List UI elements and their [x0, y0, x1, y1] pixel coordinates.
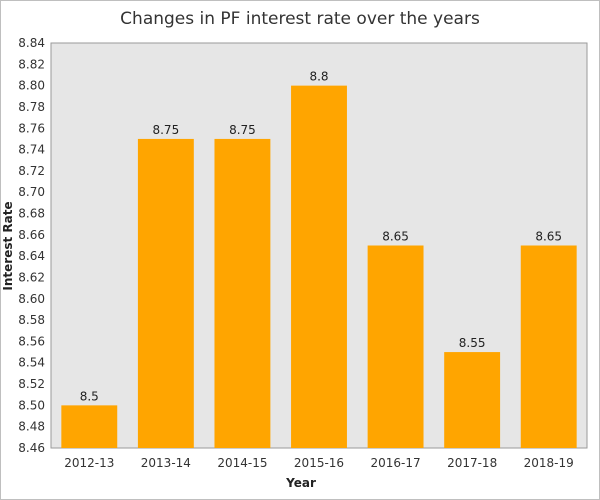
y-tick-label: 8.60 — [18, 292, 45, 306]
x-tick-label: 2017-18 — [447, 456, 497, 470]
bar-value-label: 8.75 — [152, 123, 179, 137]
x-tick-label: 2013-14 — [141, 456, 191, 470]
bar — [520, 245, 577, 448]
y-tick-label: 8.74 — [18, 143, 45, 157]
y-tick-label: 8.62 — [18, 270, 45, 284]
y-tick-label: 8.70 — [18, 185, 45, 199]
y-tick-label: 8.52 — [18, 377, 45, 391]
x-tick-label: 2018-19 — [524, 456, 574, 470]
bar-value-label: 8.55 — [459, 336, 486, 350]
bar-value-label: 8.65 — [382, 230, 409, 244]
bar — [367, 245, 424, 448]
bar — [137, 138, 194, 448]
y-axis: 8.46 8.48 8.50 8.52 8.54 8.56 8.58 8.60 8.62 8.64… — [18, 36, 45, 455]
y-tick-label: 8.64 — [18, 249, 45, 263]
chart-title: Changes in PF interest rate over the yea… — [120, 9, 480, 29]
x-tick-label: 2015-16 — [294, 456, 344, 470]
y-tick-label: 8.50 — [18, 398, 45, 412]
y-tick-label: 8.82 — [18, 57, 45, 71]
y-axis-title: Interest Rate — [1, 201, 15, 290]
bar-value-label: 8.65 — [535, 230, 562, 244]
y-tick-label: 8.48 — [18, 420, 45, 434]
bar-value-label: 8.75 — [229, 123, 256, 137]
y-tick-label: 8.66 — [18, 228, 45, 242]
y-tick-label: 8.46 — [18, 441, 45, 455]
x-axis: 2012-13 2013-14 2014-15 2015-16 2016-17 2017-… — [64, 456, 574, 470]
bar-value-label: 8.8 — [309, 70, 328, 84]
y-tick-label: 8.72 — [18, 164, 45, 178]
y-tick-label: 8.78 — [18, 100, 45, 114]
bar — [444, 352, 501, 448]
y-tick-label: 8.68 — [18, 207, 45, 221]
x-tick-label: 2012-13 — [64, 456, 114, 470]
bars-group — [61, 85, 577, 448]
bar — [291, 85, 347, 448]
y-tick-label: 8.56 — [18, 334, 45, 348]
x-axis-title: Year — [285, 476, 316, 490]
value-labels-group: 8.5 8.75 8.75 8.8 8.65 8.55 8.65 — [80, 70, 562, 404]
y-tick-label: 8.54 — [18, 356, 45, 370]
bar — [61, 405, 118, 448]
y-tick-label: 8.80 — [18, 79, 45, 93]
x-tick-label: 2016-17 — [371, 456, 421, 470]
y-tick-label: 8.58 — [18, 313, 45, 327]
y-tick-label: 8.76 — [18, 121, 45, 135]
bar — [214, 138, 271, 448]
x-tick-label: 2014-15 — [217, 456, 267, 470]
bar-value-label: 8.5 — [80, 389, 99, 403]
y-tick-label: 8.84 — [18, 36, 45, 50]
